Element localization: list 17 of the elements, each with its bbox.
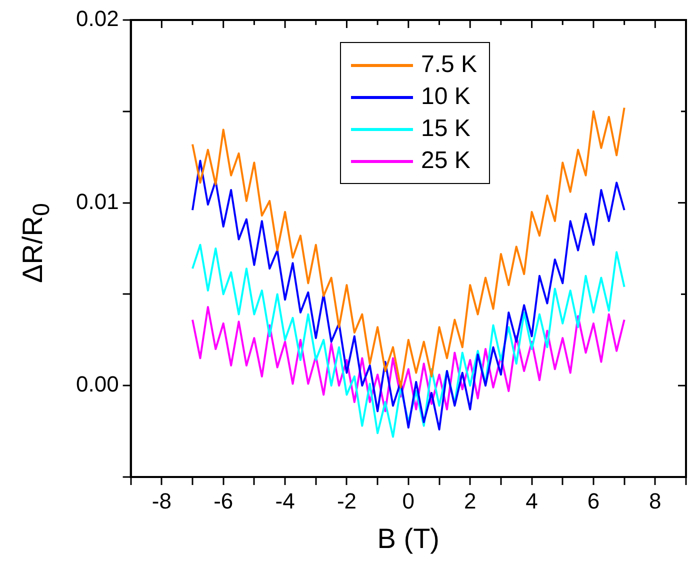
- y-tick-label: 0.01: [76, 188, 119, 214]
- x-tick-label: 0: [402, 488, 415, 514]
- x-tick-label: 6: [587, 488, 600, 514]
- x-axis-title: B (T): [377, 522, 440, 554]
- x-tick-label: 4: [526, 488, 538, 514]
- legend-label: 7.5 K: [421, 51, 478, 79]
- x-tick-label: -8: [152, 488, 172, 514]
- legend-label: 15 K: [421, 115, 470, 143]
- y-tick-label: 0.00: [76, 372, 119, 397]
- x-tick-label: -2: [336, 488, 357, 514]
- x-tick-label: 2: [464, 488, 476, 514]
- legend-label: 10 K: [421, 83, 470, 111]
- y-tick-label: 0.02: [76, 6, 119, 32]
- x-tick-label: -6: [214, 488, 234, 514]
- x-tick-label: 8: [649, 488, 662, 514]
- legend-label: 25 K: [421, 147, 470, 175]
- x-tick-label: -4: [275, 488, 295, 514]
